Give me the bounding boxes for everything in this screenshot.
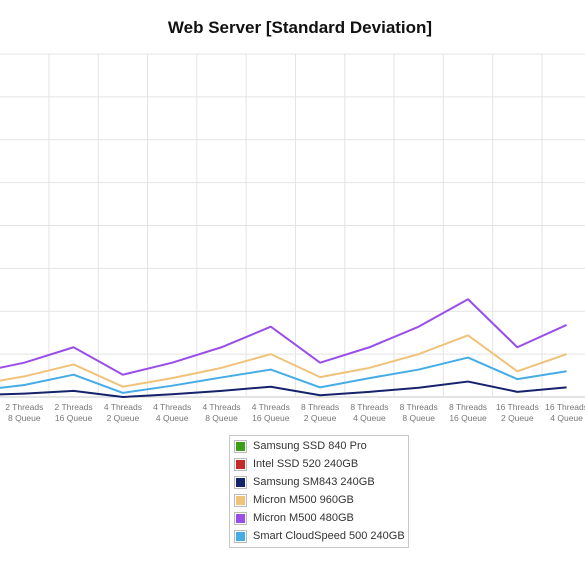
series-lines [0,298,568,398]
x-tick-label: 16 Threads 2 Queue [496,402,539,423]
x-tick-label: 4 Threads 8 Queue [202,402,240,423]
series-line-5 [0,356,567,394]
x-tick-label: 2 Threads 16 Queue [55,402,93,423]
legend-label: Samsung SSD 840 Pro [253,440,367,452]
legend-swatch [234,511,247,525]
legend-item: Intel SSD 520 240GB [230,455,408,473]
x-tick-label: 8 Threads 4 Queue [350,402,388,423]
series-line-4 [0,298,568,376]
legend-swatch [234,457,247,471]
legend-item: Micron M500 960GB [230,491,408,509]
legend-swatch [234,475,247,489]
series-line-2 [0,380,567,398]
x-tick-label: 4 Threads 4 Queue [153,402,191,423]
x-tick-label: 8 Threads 2 Queue [301,402,339,423]
legend-swatch [234,439,247,453]
x-tick-label: 2 Threads 8 Queue [5,402,43,423]
legend: Samsung SSD 840 Pro Intel SSD 520 240GB Sa… [229,435,409,548]
legend-label: Micron M500 480GB [253,512,354,524]
legend-item: Micron M500 480GB [230,509,408,527]
legend-label: Smart CloudSpeed 500 240GB [253,530,405,542]
legend-item: Samsung SSD 840 Pro [230,437,408,455]
x-tick-label: 4 Threads 2 Queue [104,402,142,423]
x-tick-label: 8 Threads 16 Queue [449,402,487,423]
legend-label: Micron M500 960GB [253,494,354,506]
x-tick-label: 4 Threads 16 Queue [252,402,290,423]
legend-item: Samsung SM843 240GB [230,473,408,491]
legend-item: Smart CloudSpeed 500 240GB [230,527,408,545]
legend-swatch [234,493,247,507]
legend-swatch [234,529,247,543]
x-tick-label: 8 Threads 8 Queue [400,402,438,423]
chart-title: Web Server [Standard Deviation] [167,18,433,37]
grid-lines [0,53,585,398]
x-tick-label: 16 Threads 4 Queue [545,402,585,423]
legend-label: Samsung SM843 240GB [253,476,375,488]
legend-label: Intel SSD 520 240GB [253,458,359,470]
series-line-3 [0,334,567,388]
